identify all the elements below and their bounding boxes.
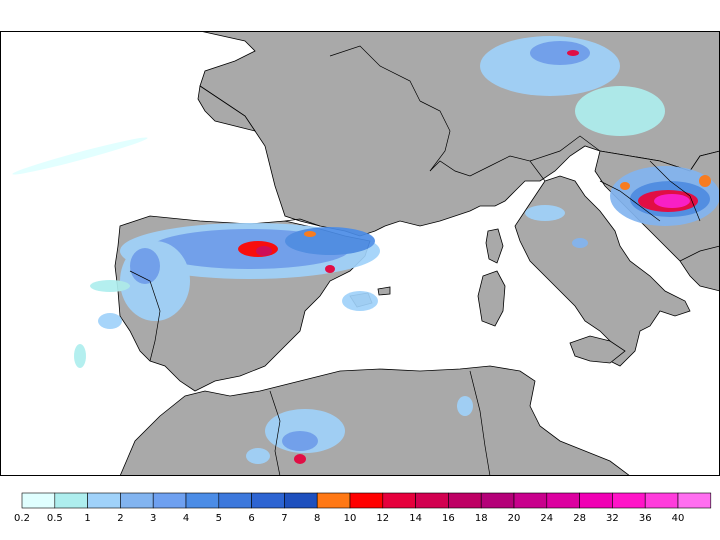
precip-area — [282, 431, 318, 451]
legend-label: 14 — [409, 513, 422, 524]
legend-swatch — [120, 492, 154, 509]
legend-swatch — [513, 492, 548, 509]
precip-area — [699, 175, 711, 187]
precip-area — [246, 448, 270, 464]
legend-label: 20 — [508, 513, 521, 524]
land-corsica — [485, 228, 504, 264]
legend-label: 6 — [248, 513, 254, 524]
legend-swatch — [349, 492, 384, 509]
legend-label: 2 — [117, 513, 123, 524]
legend-swatch — [382, 492, 416, 509]
precip-area — [575, 86, 665, 136]
land-sicily — [569, 335, 626, 364]
precip-area — [325, 265, 335, 273]
legend-swatch — [316, 492, 351, 509]
legend-label: 4 — [183, 513, 189, 524]
country-borders — [129, 45, 720, 476]
legend-swatch — [185, 492, 220, 509]
border-line — [329, 45, 421, 102]
legend-swatch — [152, 492, 187, 509]
precip-area — [294, 454, 306, 464]
legend-label: 3 — [150, 513, 156, 524]
legend-label: 40 — [672, 513, 685, 524]
precip-area — [90, 280, 130, 292]
legend-label: 36 — [639, 513, 652, 524]
precip-area — [620, 182, 630, 190]
precipitation-overlay — [12, 36, 720, 464]
border-line — [529, 135, 601, 162]
legend-swatch — [251, 492, 285, 509]
precip-area — [530, 41, 590, 65]
legend-labels: 0.2 0.5 1 2 3 4 5 6 7 8 10 12 14 16 18 20 24 28 32 36 40 — [14, 513, 684, 524]
precip-area — [304, 231, 316, 237]
border-line — [599, 180, 661, 222]
land-menorca — [377, 286, 391, 296]
legend-swatch — [612, 492, 646, 509]
precip-area — [525, 205, 565, 221]
precip-area — [12, 137, 148, 175]
legend-label: 7 — [281, 513, 287, 524]
legend-swatch — [284, 492, 318, 509]
legend-swatch — [218, 492, 252, 509]
border-line — [419, 100, 451, 172]
precip-area — [572, 238, 588, 248]
legend-label: 10 — [344, 513, 357, 524]
legend-label: 1 — [84, 513, 90, 524]
legend-label: 18 — [475, 513, 488, 524]
legend-label: 12 — [376, 513, 389, 524]
legend-label: 8 — [314, 513, 320, 524]
land-north-africa — [119, 365, 631, 476]
legend-swatch — [21, 492, 56, 509]
precip-area — [567, 50, 579, 56]
legend-label: 28 — [573, 513, 586, 524]
precip-area — [285, 227, 375, 255]
legend-label: 5 — [216, 513, 222, 524]
precip-area — [256, 246, 272, 256]
legend-label: 32 — [606, 513, 619, 524]
legend-label: 24 — [540, 513, 553, 524]
legend-swatch — [54, 492, 88, 509]
legend-swatches — [21, 492, 712, 509]
land-italy — [514, 175, 691, 367]
precip-area — [654, 194, 690, 208]
legend-swatch — [546, 492, 580, 509]
border-line — [269, 390, 281, 476]
legend-swatch — [415, 492, 449, 509]
border-line — [129, 270, 161, 362]
land-sardinia — [477, 270, 506, 327]
precipitation-map — [0, 31, 720, 476]
legend-swatch — [644, 492, 679, 509]
precip-area — [98, 313, 122, 329]
precip-area — [74, 344, 86, 368]
legend-swatch — [579, 492, 613, 509]
border-line — [649, 160, 701, 222]
border-line — [469, 370, 491, 476]
legend-swatch — [677, 492, 712, 509]
precip-area — [457, 396, 473, 416]
legend-label: 0.2 — [14, 513, 30, 524]
legend-label: 16 — [442, 513, 455, 524]
border-line — [284, 218, 321, 227]
legend-label: 0.5 — [47, 513, 63, 524]
legend-swatch — [480, 492, 515, 509]
legend-swatch — [448, 492, 482, 509]
border-line — [429, 155, 546, 182]
legend-swatch — [87, 492, 121, 509]
precip-area — [342, 291, 378, 311]
land-brittany — [197, 85, 256, 132]
color-scale-legend: 0.2 0.5 1 2 3 4 5 6 7 8 10 12 14 16 18 20 24 28 32 36 40 — [14, 492, 712, 524]
border-line — [679, 245, 720, 262]
